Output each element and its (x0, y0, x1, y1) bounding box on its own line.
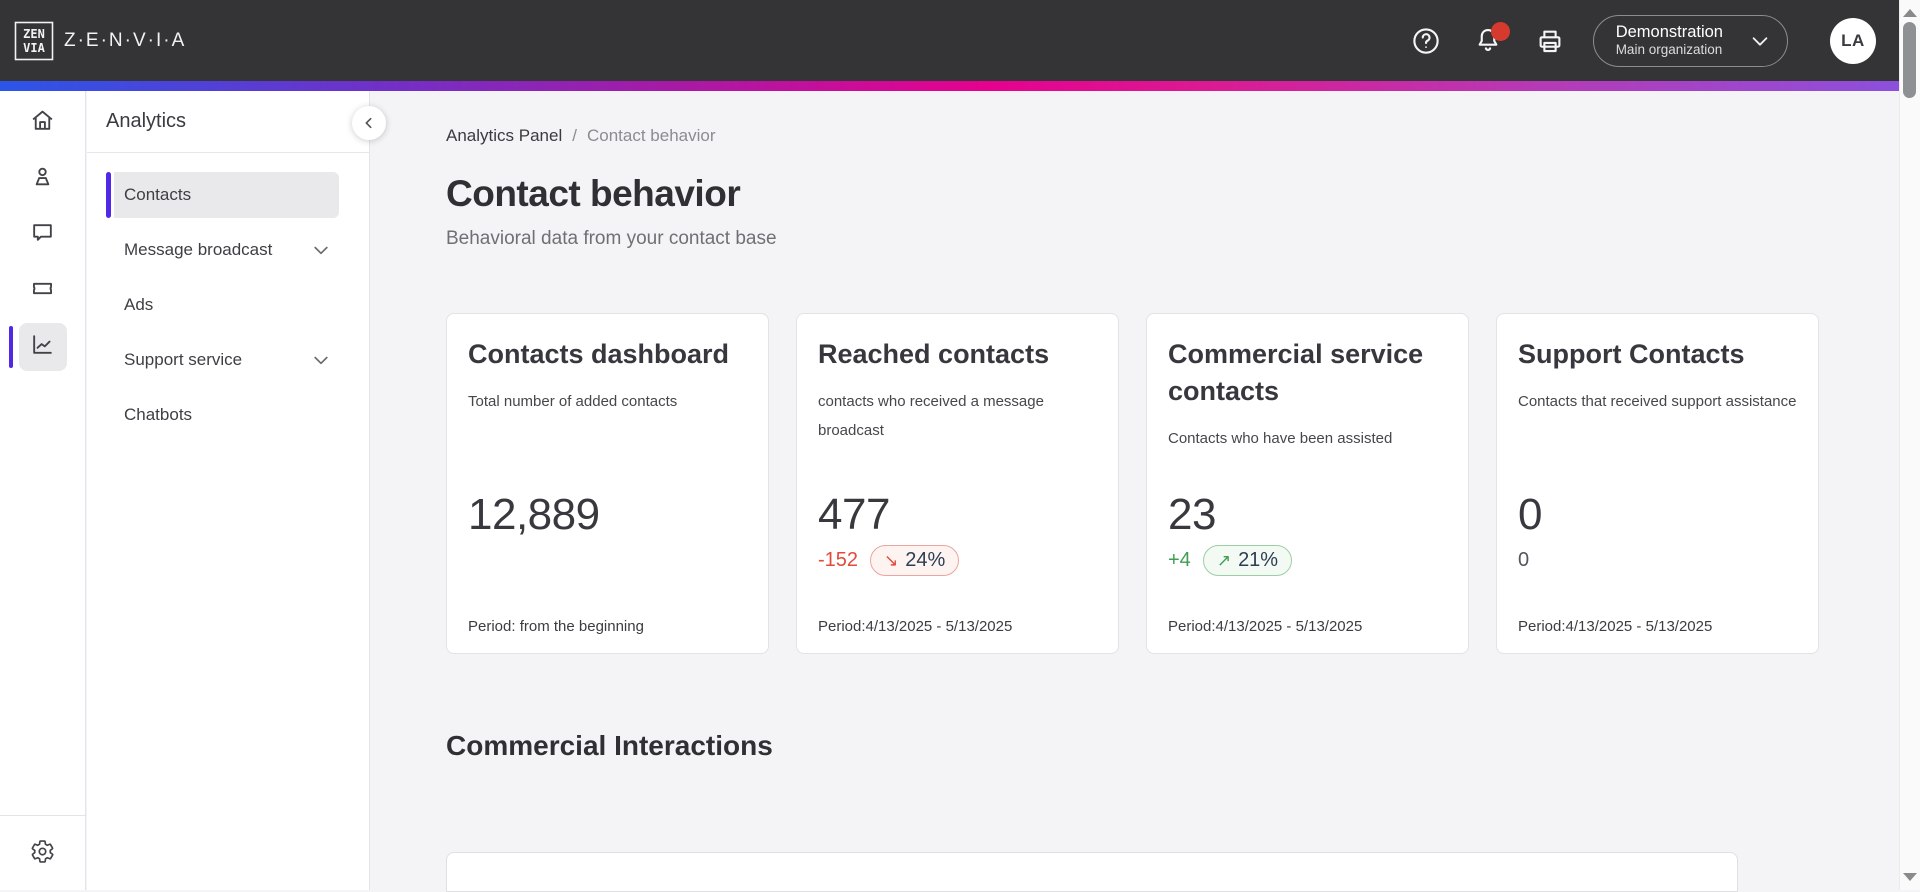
card-value: 477 (818, 490, 890, 539)
avatar[interactable]: LA (1830, 17, 1876, 64)
chevron-down-icon (311, 350, 331, 370)
card-subtitle: contacts who received a message broadcas… (818, 393, 1044, 439)
trend-badge: ↗ 21% (1202, 545, 1293, 576)
scroll-down-arrow[interactable] (1903, 873, 1917, 881)
card-period: Period: from the beginning (468, 618, 644, 635)
delta-value: -152 (818, 549, 859, 571)
gear-icon (30, 839, 55, 869)
collapse-panel-button[interactable] (352, 106, 386, 140)
sidebar-item-label: Chatbots (124, 405, 193, 424)
brand-gradient-bar (0, 81, 1899, 91)
vertical-scrollbar[interactable] (1899, 0, 1920, 890)
rail-item-settings[interactable] (19, 830, 67, 878)
ticket-icon (30, 276, 55, 306)
trend-row: -152 ↘ 24% (818, 545, 960, 576)
rail-item-contacts[interactable] (19, 155, 67, 203)
zenvia-logo-icon[interactable]: ZEN VIA (14, 21, 54, 61)
chevron-down-icon (1749, 30, 1771, 52)
rail-item-conversations[interactable] (19, 211, 67, 259)
main-content: Analytics Panel / Contact behavior Conta… (371, 91, 1899, 892)
chat-bubble-icon (30, 220, 55, 250)
section-title-commercial-interactions: Commercial Interactions (446, 730, 773, 761)
card-value: 12,889 (468, 490, 600, 539)
organization-selector[interactable]: Demonstration Main organization (1592, 14, 1788, 67)
card-value: 23 (1168, 490, 1216, 539)
organization-subtitle: Main organization (1615, 42, 1723, 58)
chevron-down-icon (311, 240, 331, 260)
trend-up-arrow-icon: ↗ (1216, 550, 1232, 570)
page-subtitle: Behavioral data from your contact base (446, 228, 777, 249)
analytics-sidebar-panel: Analytics Contacts Message broadcast Ads… (87, 91, 386, 890)
page-title: Contact behavior (446, 173, 741, 214)
card-title: Support Contacts (1518, 339, 1745, 369)
sidebar-item-ads[interactable]: Ads (106, 282, 339, 328)
sidebar-item-label: Ads (124, 295, 154, 314)
card-subtitle: Total number of added contacts (468, 393, 678, 410)
card-secondary-value: 0 (1518, 549, 1530, 571)
card-commercial-service-contacts: Commercial service contacts Contacts who… (1146, 313, 1469, 654)
kpi-cards-row: Contacts dashboard Total number of added… (446, 313, 1899, 654)
trend-row: +4 ↗ 21% (1168, 545, 1293, 576)
card-contacts-dashboard: Contacts dashboard Total number of added… (446, 313, 769, 654)
panel-title: Analytics (106, 110, 187, 132)
help-icon[interactable] (1411, 26, 1441, 56)
analytics-chart-icon (30, 332, 55, 362)
svg-text:ZEN: ZEN (23, 27, 45, 41)
sidebar-item-message-broadcast[interactable]: Message broadcast (106, 227, 339, 273)
card-title: Commercial service contacts (1168, 339, 1424, 406)
breadcrumb: Analytics Panel / Contact behavior (446, 126, 1899, 146)
card-period: Period:4/13/2025 - 5/13/2025 (1168, 618, 1363, 635)
card-title: Contacts dashboard (468, 339, 730, 369)
rail-item-campaigns[interactable] (19, 267, 67, 315)
card-value: 0 (1518, 490, 1542, 539)
trend-percent: 24% (905, 549, 946, 571)
top-bar: ZEN VIA Z·E·N·V·I·A (0, 0, 1899, 81)
scroll-up-arrow[interactable] (1903, 9, 1917, 17)
notifications-bell-icon[interactable] (1473, 21, 1510, 56)
home-icon (30, 108, 55, 138)
breadcrumb-separator: / (572, 126, 577, 145)
breadcrumb-analytics-panel-link[interactable]: Analytics Panel (446, 126, 563, 145)
trend-percent: 21% (1238, 549, 1279, 571)
sidebar-item-label: Message broadcast (124, 240, 273, 259)
sidebar-item-label: Support service (124, 350, 243, 369)
breadcrumb-current: Contact behavior (586, 126, 716, 145)
sidebar-item-chatbots[interactable]: Chatbots (106, 392, 339, 438)
svg-text:VIA: VIA (23, 41, 45, 55)
printer-icon[interactable] (1535, 26, 1565, 56)
card-title: Reached contacts (818, 339, 1050, 369)
commercial-interactions-card (446, 852, 1738, 892)
trend-down-arrow-icon: ↘ (884, 550, 899, 570)
delta-value: +4 (1168, 549, 1191, 571)
card-reached-contacts: Reached contacts contacts who received a… (796, 313, 1119, 654)
sidebar-item-contacts[interactable]: Contacts (106, 172, 339, 218)
sidebar-item-label: Contacts (124, 185, 192, 204)
card-subtitle: Contacts who have been assisted (1168, 430, 1393, 447)
rail-item-analytics[interactable] (8, 323, 67, 371)
scrollbar-thumb[interactable] (1903, 22, 1916, 98)
card-period: Period:4/13/2025 - 5/13/2025 (818, 618, 1013, 635)
notification-badge (1490, 21, 1510, 41)
icon-rail (0, 91, 86, 890)
organization-name: Demonstration (1615, 22, 1723, 41)
trend-badge: ↘ 24% (870, 545, 960, 576)
user-icon (30, 164, 55, 194)
rail-item-home[interactable] (19, 99, 67, 147)
card-subtitle: Contacts that received support assistanc… (1518, 393, 1797, 410)
sidebar-item-support-service[interactable]: Support service (106, 337, 339, 383)
card-support-contacts: Support Contacts Contacts that received … (1496, 313, 1819, 654)
brand-name: Z·E·N·V·I·A (64, 29, 187, 51)
card-period: Period:4/13/2025 - 5/13/2025 (1518, 618, 1713, 635)
